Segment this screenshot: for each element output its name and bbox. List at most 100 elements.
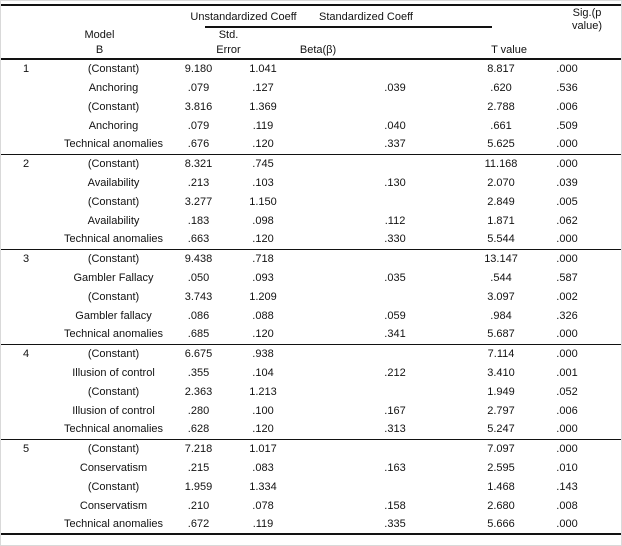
table-row: Availability .183 .098 .112 1.871 .062 [1, 211, 621, 230]
table-row: Availability .213 .103 .130 2.070 .039 [1, 173, 621, 192]
std-error-cell: 1.041 [249, 63, 277, 75]
predictor-cell: Gambler fallacy [75, 309, 152, 322]
standardized-beta-cell [325, 382, 465, 401]
table-row: (Constant) 3.816 1.369 2.788 .006 [1, 97, 621, 116]
standardized-beta-cell: .130 [384, 176, 406, 189]
t-value-cell: .544 [490, 271, 512, 284]
model-number-cell [1, 192, 51, 211]
table-row: Technical anomalies .663 .120 .330 5.544 .000 [1, 230, 621, 249]
table-header: Unstandardized Coeff Standardized Coeff … [1, 5, 621, 59]
sig-cell: .000 [556, 252, 578, 265]
model-number-cell [1, 135, 51, 154]
standardized-beta-cell: .212 [384, 366, 406, 379]
header-row-sub: B Error Beta(β) T value [1, 42, 621, 59]
t-value-cell: 13.147 [484, 252, 518, 265]
standardized-beta-cell: .059 [384, 309, 406, 322]
table-row: Conservatism .210 .078 .158 2.680 .008 [1, 496, 621, 515]
t-value-cell: 1.949 [487, 385, 515, 398]
sig-cell: .000 [556, 423, 578, 436]
sig-cell: .536 [556, 81, 578, 94]
table-row: Anchoring .079 .127 .039 .620 .536 [1, 78, 621, 97]
t-value-cell: 5.625 [487, 138, 515, 151]
std-error-cell: .120 [252, 328, 274, 341]
header-spacer [51, 5, 176, 27]
predictor-cell: Technical anomalies [63, 233, 164, 246]
model-number-cell [1, 78, 51, 97]
model-block-1: 1 (Constant) 9.180 1.041 8.817 .000 Anchoring.… [1, 59, 621, 154]
sig-cell: .005 [556, 195, 578, 208]
predictor-cell: Anchoring [88, 119, 139, 132]
standardized-beta-cell: .040 [384, 119, 406, 132]
model-number-cell [1, 306, 51, 325]
sig-cell: .326 [556, 309, 578, 322]
b-cell: 8.321 [184, 157, 213, 170]
t-value-cell: 3.410 [487, 366, 515, 379]
std-error-cell: 1.017 [249, 442, 277, 455]
predictor-cell: (Constant) [87, 385, 140, 398]
b-cell: 9.438 [184, 252, 213, 265]
sig-cell: .006 [556, 100, 578, 113]
standardized-beta-cell [325, 439, 465, 458]
header-std: Std. [218, 28, 239, 41]
header-error: Error [216, 44, 241, 56]
header-model: Model [84, 28, 115, 41]
t-value-cell: .620 [490, 81, 512, 94]
table-row: 3 (Constant) 9.438 .718 13.147 .000 [1, 249, 621, 268]
std-error-cell: .100 [252, 404, 274, 417]
t-value-cell: 2.070 [487, 176, 515, 189]
table-row: 1 (Constant) 9.180 1.041 8.817 .000 [1, 59, 621, 78]
model-block-5: 5 (Constant) 7.218 1.017 7.097 .000 Conservati… [1, 439, 621, 534]
header-row-model: Model Std. [1, 27, 621, 42]
t-value-cell: 2.797 [487, 404, 515, 417]
model-number-cell [1, 496, 51, 515]
b-cell: 1.959 [184, 480, 213, 493]
std-error-cell: 1.209 [249, 290, 277, 303]
header-spacer [551, 42, 621, 59]
predictor-cell: Conservatism [79, 499, 148, 512]
b-cell: .215 [187, 461, 210, 474]
t-value-cell: .661 [490, 119, 512, 132]
standardized-beta-cell: .167 [384, 404, 406, 417]
b-cell: .086 [187, 309, 210, 322]
b-cell: .685 [187, 328, 210, 341]
predictor-cell: Conservatism [79, 461, 148, 474]
model-number-cell [1, 325, 51, 344]
predictor-cell: Illusion of control [72, 366, 155, 379]
table-row: Illusion of control .355 .104 .212 3.410 .001 [1, 363, 621, 382]
table-row: Illusion of control .280 .100 .167 2.797 .006 [1, 401, 621, 420]
sig-cell: .143 [556, 480, 578, 493]
sig-cell: .006 [556, 404, 578, 417]
b-cell: 6.675 [184, 347, 213, 360]
header-standardized-coeff: Standardized Coeff [319, 10, 413, 23]
t-value-cell: 11.168 [484, 157, 518, 170]
model-number-cell [1, 173, 51, 192]
model-number-cell [1, 287, 51, 306]
table-row: (Constant) 1.959 1.334 1.468 .143 [1, 477, 621, 496]
b-cell: 9.180 [184, 63, 213, 75]
header-t-value: T value [491, 44, 527, 56]
std-error-cell: .093 [252, 271, 274, 284]
predictor-cell: Technical anomalies [63, 138, 164, 151]
table-row: 2 (Constant) 8.321 .745 11.168 .000 [1, 154, 621, 173]
sig-cell: .008 [556, 499, 578, 512]
predictor-cell: Technical anomalies [63, 518, 164, 530]
t-value-cell: 1.871 [487, 214, 515, 227]
header-row-groups: Unstandardized Coeff Standardized Coeff … [1, 5, 621, 32]
standardized-beta-cell: .341 [384, 328, 406, 341]
predictor-cell: (Constant) [87, 480, 140, 493]
coefficients-table: Unstandardized Coeff Standardized Coeff … [1, 4, 621, 535]
header-spacer [451, 5, 551, 27]
standardized-beta-cell [325, 287, 465, 306]
standardized-beta-cell: .039 [384, 81, 406, 94]
predictor-cell: (Constant) [87, 157, 140, 170]
b-cell: 7.218 [184, 442, 213, 455]
table-row: Technical anomalies .628 .120 .313 5.247 .000 [1, 420, 621, 439]
predictor-cell: Technical anomalies [63, 423, 164, 436]
header-spacer [311, 27, 451, 42]
model-number-cell [1, 382, 51, 401]
table-row: Anchoring .079 .119 .040 .661 .509 [1, 116, 621, 135]
b-cell: .213 [187, 176, 210, 189]
header-b: B [95, 44, 104, 56]
b-cell: .628 [187, 423, 210, 436]
standardized-beta-cell: .158 [384, 499, 406, 512]
